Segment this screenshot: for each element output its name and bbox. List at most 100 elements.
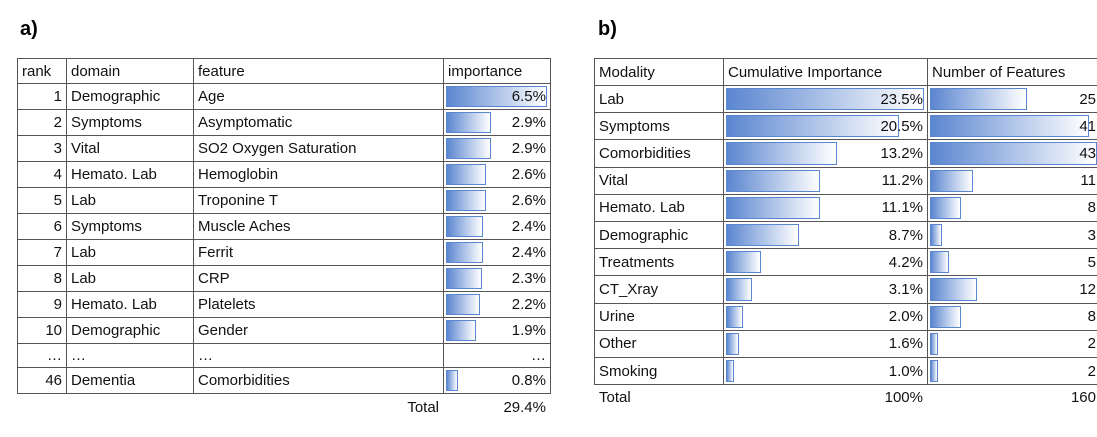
cell-text: Number of Features bbox=[932, 63, 1066, 81]
data-bar bbox=[446, 190, 487, 211]
data-bar bbox=[446, 216, 484, 237]
cell-text: Troponine T bbox=[198, 192, 279, 209]
table-cell: CT_Xray bbox=[594, 275, 724, 304]
total-cell: Total bbox=[193, 393, 444, 421]
table-cell: 4 bbox=[17, 161, 67, 188]
cell-text: 4 bbox=[53, 166, 62, 183]
table-cell: 3 bbox=[17, 135, 67, 162]
data-bar bbox=[930, 224, 942, 247]
cell-text: rank bbox=[22, 62, 52, 80]
table-cell: 25 bbox=[927, 85, 1097, 114]
table-cell: Troponine T bbox=[193, 187, 444, 214]
table-cell: 43 bbox=[927, 139, 1097, 168]
table-cell: Demographic bbox=[594, 221, 724, 250]
table-cell: Hemoglobin bbox=[193, 161, 444, 188]
data-bar bbox=[930, 196, 962, 219]
cell-text: 46 bbox=[45, 372, 62, 389]
data-bar bbox=[446, 164, 487, 185]
table-cell: 10 bbox=[17, 317, 67, 344]
cell-text: 4.2% bbox=[888, 253, 923, 271]
total-cell: Total bbox=[594, 384, 724, 411]
data-bar bbox=[726, 278, 753, 301]
table-cell: 2.6% bbox=[443, 161, 551, 188]
cell-text: 9 bbox=[53, 296, 62, 313]
cell-text: Lab bbox=[599, 90, 625, 108]
cell-text: 8 bbox=[53, 270, 62, 287]
cell-text: 11.2% bbox=[881, 172, 923, 190]
cell-text: 23.5% bbox=[880, 90, 923, 108]
table-cell: Vital bbox=[594, 166, 724, 195]
cell-text: 100% bbox=[884, 389, 923, 407]
cell-text: Demographic bbox=[71, 322, 161, 339]
data-bar bbox=[930, 169, 973, 192]
table-cell: Lab bbox=[66, 187, 194, 214]
cell-text: importance bbox=[448, 62, 523, 80]
cell-text: Vital bbox=[599, 172, 628, 190]
data-bar bbox=[726, 224, 800, 247]
table-cell: 0.8% bbox=[443, 367, 551, 394]
header-cell: Cumulative Importance bbox=[723, 58, 928, 86]
cell-text: Comorbidities bbox=[198, 372, 290, 389]
cell-text: 2.6% bbox=[511, 192, 546, 209]
table-cell: Ferrit bbox=[193, 239, 444, 266]
cell-text: 6 bbox=[53, 218, 62, 235]
table-cell: 6.5% bbox=[443, 83, 551, 110]
header-cell: importance bbox=[443, 58, 551, 84]
cell-text: Treatments bbox=[599, 253, 675, 271]
table-cell: 7 bbox=[17, 239, 67, 266]
cell-text: 6.5% bbox=[511, 88, 546, 105]
cell-text: 1.6% bbox=[888, 335, 923, 353]
cell-text: 0.8% bbox=[511, 372, 546, 389]
table-cell: SO2 Oxygen Saturation bbox=[193, 135, 444, 162]
table-cell: 11.1% bbox=[723, 193, 928, 222]
cell-text: SO2 Oxygen Saturation bbox=[198, 140, 357, 157]
cell-text: 41 bbox=[1079, 117, 1096, 135]
table-cell: 8 bbox=[927, 302, 1097, 331]
table-cell: Comorbidities bbox=[193, 367, 444, 394]
data-bar bbox=[446, 320, 476, 341]
cell-text: Demographic bbox=[71, 88, 161, 105]
table-cell: 2.3% bbox=[443, 265, 551, 292]
cell-text: Lab bbox=[71, 270, 97, 287]
table-cell: Demographic bbox=[66, 83, 194, 110]
table-cell: 12 bbox=[927, 275, 1097, 304]
table-cell: 1 bbox=[17, 83, 67, 110]
data-bar bbox=[726, 196, 820, 219]
cell-text: feature bbox=[198, 62, 245, 80]
table-cell: 9 bbox=[17, 291, 67, 318]
cell-text: 5 bbox=[53, 192, 62, 209]
cell-text: Asymptomatic bbox=[198, 114, 293, 131]
table-cell: Lab bbox=[66, 239, 194, 266]
cell-text: 3 bbox=[1087, 226, 1096, 244]
table-cell: Urine bbox=[594, 302, 724, 331]
cell-text: 2.9% bbox=[511, 114, 546, 131]
cell-text: … bbox=[198, 347, 213, 364]
cell-text: Urine bbox=[599, 308, 635, 326]
data-bar bbox=[726, 169, 821, 192]
data-bar bbox=[446, 370, 459, 391]
table-cell: 11 bbox=[927, 166, 1097, 195]
cell-text: Hemato. Lab bbox=[599, 199, 685, 217]
cell-text: Modality bbox=[599, 63, 655, 81]
cell-text: 20.5% bbox=[880, 117, 923, 135]
cell-text: Total bbox=[599, 389, 631, 407]
cell-text: 25 bbox=[1079, 90, 1096, 108]
cell-text: 8.7% bbox=[888, 226, 923, 244]
table-cell: 5 bbox=[17, 187, 67, 214]
cell-text: Lab bbox=[71, 192, 97, 209]
table-cell: 41 bbox=[927, 112, 1097, 141]
table-cell: Hemato. Lab bbox=[66, 161, 194, 188]
table-cell: 13.2% bbox=[723, 139, 928, 168]
cell-text: Symptoms bbox=[599, 117, 670, 135]
header-cell: domain bbox=[66, 58, 194, 84]
cell-text: Symptoms bbox=[71, 114, 142, 131]
table-cell: 8 bbox=[17, 265, 67, 292]
table-cell: 2.9% bbox=[443, 135, 551, 162]
table-cell: 8.7% bbox=[723, 221, 928, 250]
table-cell: Comorbidities bbox=[594, 139, 724, 168]
cell-text: 2 bbox=[1087, 362, 1096, 380]
data-bar bbox=[446, 242, 484, 263]
table-cell: CRP bbox=[193, 265, 444, 292]
data-bar bbox=[446, 138, 492, 159]
